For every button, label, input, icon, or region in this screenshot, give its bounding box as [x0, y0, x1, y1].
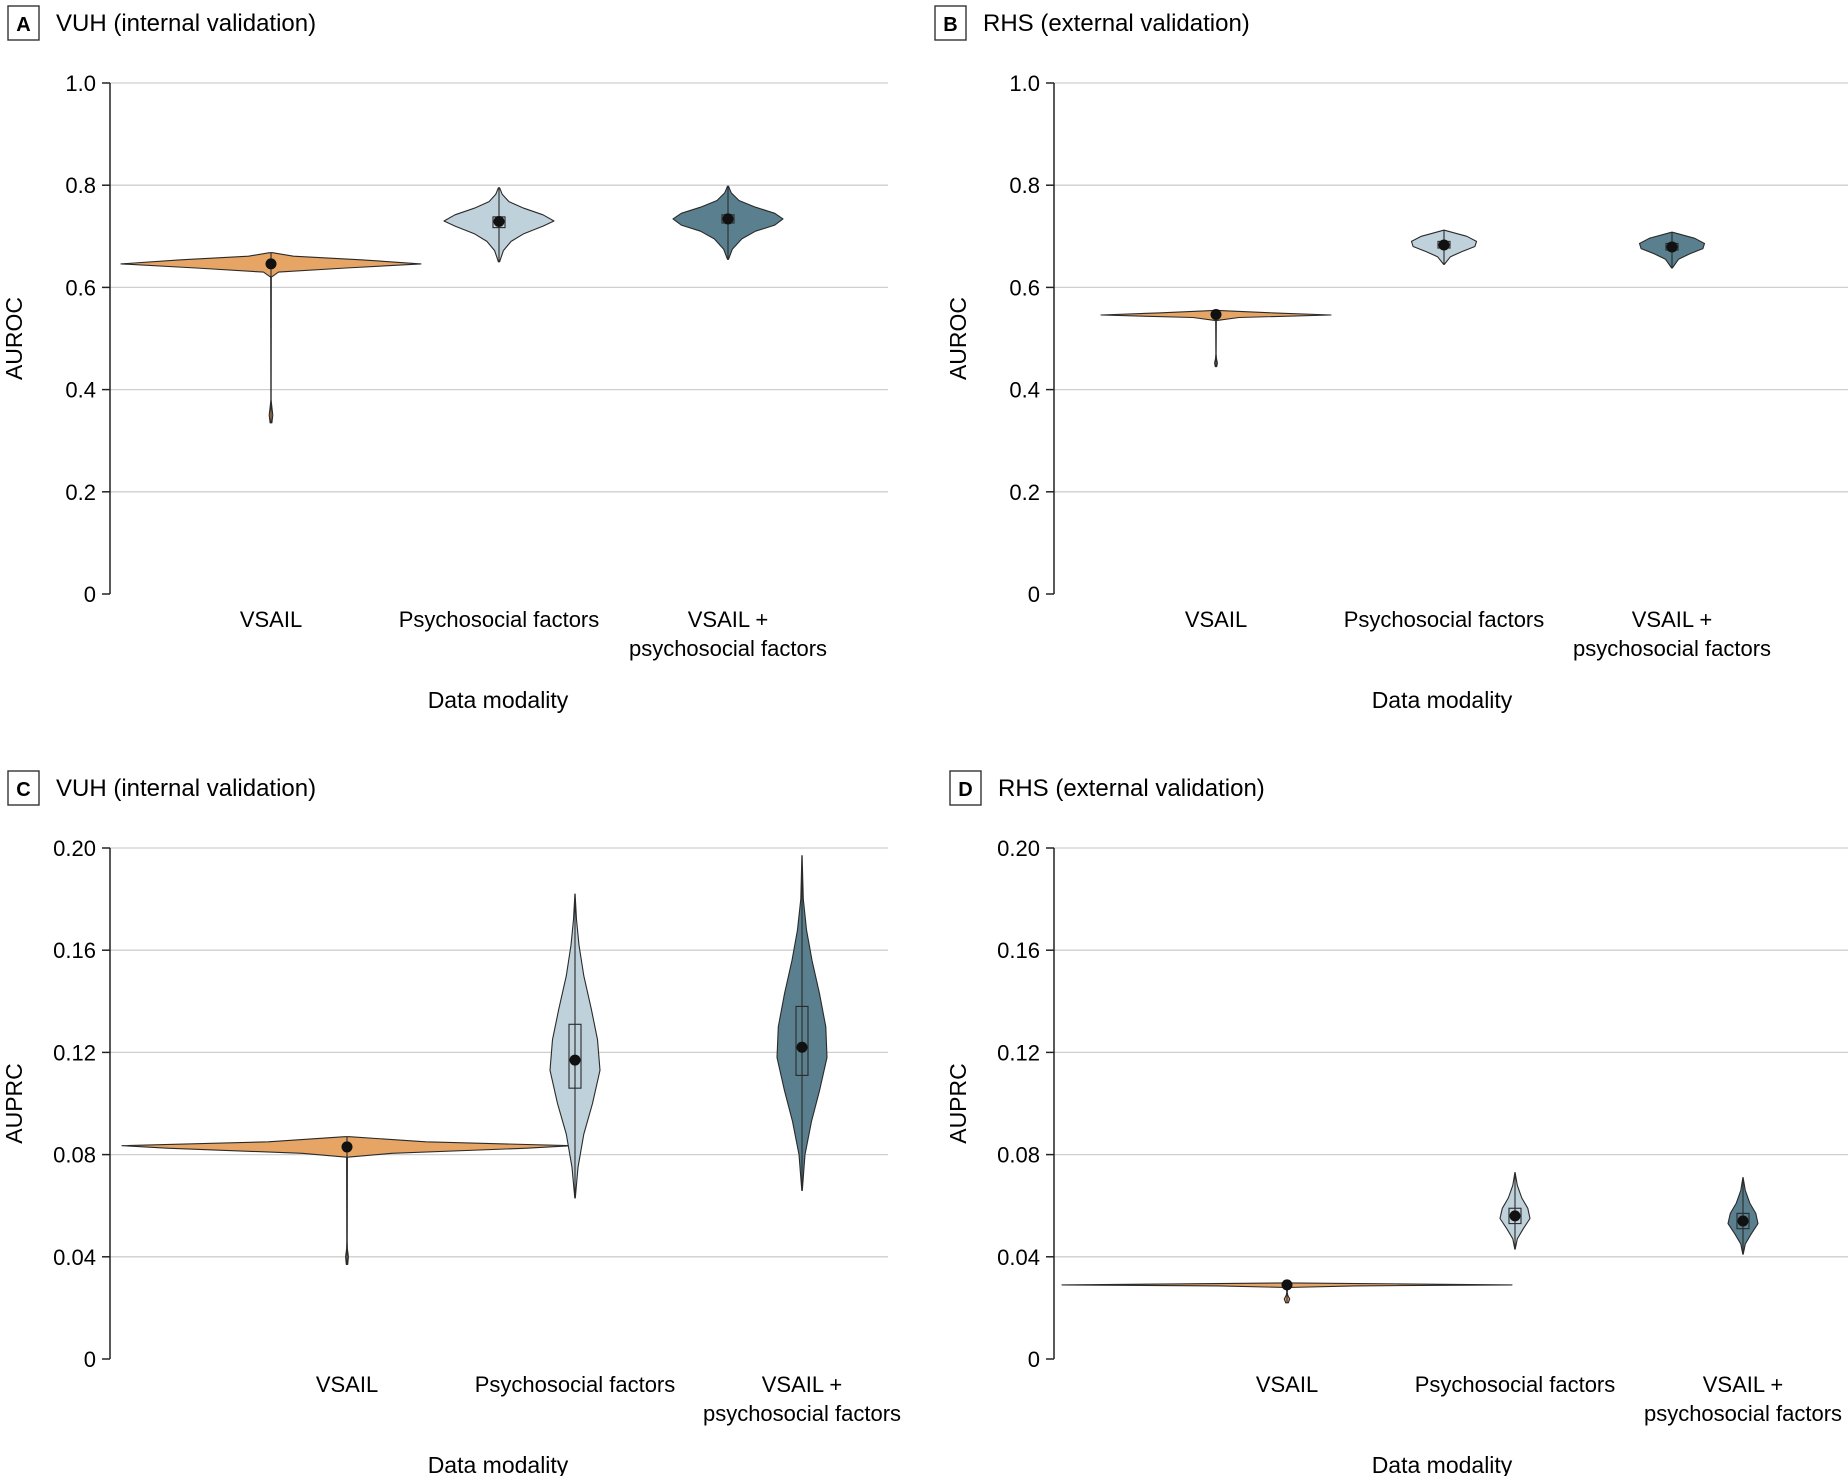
x-tick-label: VSAIL — [1256, 1372, 1318, 1397]
y-tick-label: 0.16 — [53, 938, 96, 963]
panel-letter: C — [16, 779, 30, 801]
panel-letter: A — [16, 14, 30, 36]
panel-letter: D — [958, 779, 972, 801]
x-tick-label: VSAIL — [316, 1372, 378, 1397]
panel-letter-box — [934, 5, 967, 41]
x-tick-label: Psychosocial factors — [399, 607, 600, 632]
y-tick-label: 0 — [84, 1347, 96, 1372]
panel-a: A VUH (internal validation) 0 0.2 0.4 0.6 0.8 1… — [1, 5, 888, 713]
x-tick-label: VSAIL — [240, 607, 302, 632]
panel-letter: B — [943, 14, 957, 36]
y-tick-label: 0.4 — [65, 378, 96, 403]
violin-combined — [1727, 1177, 1759, 1255]
y-tick-label: 0.04 — [997, 1245, 1040, 1270]
y-tick-label: 0.08 — [53, 1143, 96, 1168]
x-tick-label: VSAIL + — [1632, 607, 1713, 632]
y-tick-label: 0.12 — [997, 1040, 1040, 1065]
y-tick-label: 0.20 — [53, 836, 96, 861]
x-tick-label: Psychosocial factors — [1415, 1372, 1616, 1397]
y-tick-label: 0.8 — [1009, 173, 1040, 198]
violin-iqr-box — [568, 1023, 582, 1089]
panel-title: VUH (internal validation) — [56, 10, 316, 37]
y-tick-label: 0.12 — [53, 1040, 96, 1065]
panel-letter-box — [7, 5, 40, 41]
violin-median-dot — [1210, 308, 1222, 320]
x-tick-label: VSAIL + — [688, 607, 769, 632]
violin-median-dot — [1438, 239, 1450, 251]
panel-title: RHS (external validation) — [983, 10, 1250, 37]
y-axis-label: AUPRC — [945, 1063, 971, 1144]
x-tick-label: psychosocial factors — [703, 1401, 901, 1426]
violin-median-dot — [1737, 1215, 1749, 1227]
panel-b: B RHS (external validation) 0 0.2 0.4 0.6 0.8 1… — [934, 5, 1848, 713]
y-tick-label: 0.6 — [65, 275, 96, 300]
violin-iqr-box — [795, 1005, 809, 1076]
panel-letter-box — [7, 770, 40, 806]
violin-psychosocial — [1499, 1171, 1531, 1250]
x-axis-label: Data modality — [428, 1452, 569, 1476]
violin-iqr-box — [1736, 1212, 1750, 1230]
y-tick-label: 0 — [1028, 1347, 1040, 1372]
violin-median-dot — [1281, 1279, 1293, 1291]
violin-median-dot — [265, 258, 277, 270]
violin-median-dot — [341, 1141, 353, 1153]
violin-psychosocial — [1410, 229, 1478, 265]
violin-psychosocial — [443, 187, 555, 263]
y-tick-label: 0.4 — [1009, 378, 1040, 403]
x-tick-label: psychosocial factors — [1573, 636, 1771, 661]
panel-title: VUH (internal validation) — [56, 775, 316, 802]
violin-vsail — [120, 252, 422, 424]
y-tick-label: 0.2 — [1009, 480, 1040, 505]
violin-combined — [672, 185, 784, 260]
violin-vsail — [1100, 308, 1332, 368]
violin-iqr-box — [1508, 1207, 1522, 1225]
y-tick-label: 0.20 — [997, 836, 1040, 861]
y-tick-label: 0.16 — [997, 938, 1040, 963]
x-tick-label: VSAIL + — [762, 1372, 843, 1397]
x-axis-label: Data modality — [1372, 1452, 1513, 1476]
violin-psychosocial — [549, 893, 601, 1199]
x-axis-label: Data modality — [1372, 687, 1513, 713]
violin-median-dot — [796, 1041, 808, 1053]
violin-combined — [776, 855, 828, 1191]
x-axis-label: Data modality — [428, 687, 569, 713]
panel-c: C VUH (internal validation) 0 0.04 0.08 0.12 0… — [1, 770, 901, 1478]
y-tick-label: 1.0 — [1009, 71, 1040, 96]
y-tick-label: 0 — [1028, 582, 1040, 607]
violin-vsail — [1061, 1279, 1513, 1304]
violin-median-dot — [1666, 241, 1678, 253]
violin-median-dot — [493, 215, 505, 227]
violin-combined — [1638, 231, 1706, 269]
panel-d: D RHS (external validation) 0 0.04 0.08 0.12 0… — [945, 770, 1848, 1478]
y-axis-label: AUROC — [945, 297, 971, 380]
x-tick-label: VSAIL + — [1703, 1372, 1784, 1397]
violin-median-dot — [1509, 1210, 1521, 1222]
x-tick-label: VSAIL — [1185, 607, 1247, 632]
y-tick-label: 1.0 — [65, 71, 96, 96]
y-tick-label: 0.6 — [1009, 275, 1040, 300]
y-tick-label: 0 — [84, 582, 96, 607]
x-tick-label: psychosocial factors — [1644, 1401, 1842, 1426]
y-tick-label: 0.04 — [53, 1245, 96, 1270]
x-tick-label: Psychosocial factors — [475, 1372, 676, 1397]
y-tick-label: 0.8 — [65, 173, 96, 198]
violin-median-dot — [722, 213, 734, 225]
y-axis-label: AUPRC — [1, 1063, 27, 1144]
y-tick-label: 0.08 — [997, 1143, 1040, 1168]
violin-vsail — [121, 1136, 573, 1266]
violin-median-dot — [569, 1054, 581, 1066]
x-tick-label: Psychosocial factors — [1344, 607, 1545, 632]
panel-letter-box — [949, 770, 982, 806]
y-tick-label: 0.2 — [65, 480, 96, 505]
panel-title: RHS (external validation) — [998, 775, 1265, 802]
x-tick-label: psychosocial factors — [629, 636, 827, 661]
y-axis-label: AUROC — [1, 297, 27, 380]
